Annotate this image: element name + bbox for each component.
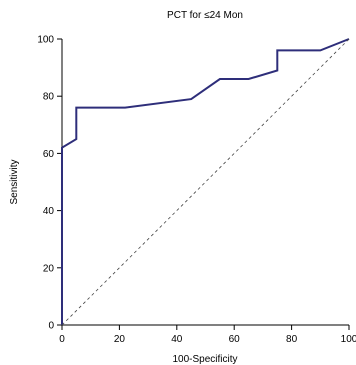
plot-area: 0 20 40 60 80 100 0 20 40 60 80 100 — [37, 35, 356, 346]
y-tick-label: 100 — [37, 35, 54, 46]
x-axis-title: 100-Specificity — [172, 354, 237, 365]
roc-curve-line — [61, 38, 350, 325]
x-tick-label: 80 — [286, 334, 298, 345]
y-tick-label: 40 — [43, 206, 55, 217]
x-tick-label: 20 — [114, 334, 126, 345]
reference-diagonal-line — [61, 38, 350, 326]
chart-title: PCT for ≤24 Mon — [167, 10, 243, 21]
x-tick-label: 0 — [59, 334, 65, 345]
y-tick-label: 60 — [43, 149, 55, 160]
y-axis-title: Sensitivity — [9, 159, 20, 204]
y-tick-label: 20 — [43, 263, 55, 274]
y-tick-label: 0 — [48, 321, 54, 332]
y-tick-label: 80 — [43, 92, 55, 103]
x-tick-label: 40 — [171, 334, 183, 345]
x-tick-label: 100 — [341, 334, 356, 345]
x-tick-label: 60 — [229, 334, 241, 345]
